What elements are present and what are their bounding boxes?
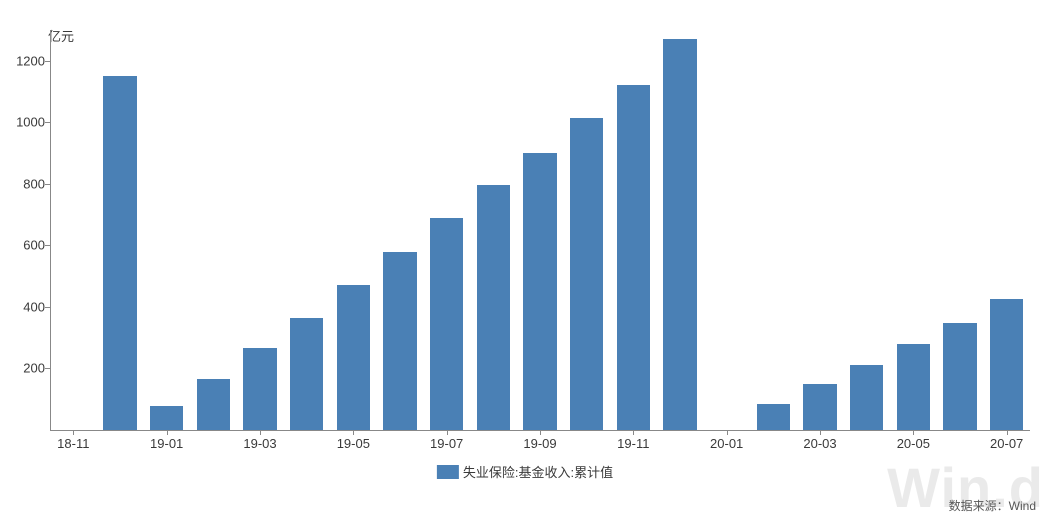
bar xyxy=(103,76,137,430)
x-tick-label: 19-05 xyxy=(337,436,370,451)
y-tick-label: 400 xyxy=(23,299,45,314)
y-tick-label: 1000 xyxy=(16,115,45,130)
bar xyxy=(617,85,651,430)
bar xyxy=(150,406,184,430)
bar xyxy=(663,39,697,430)
bar xyxy=(570,118,604,430)
bar xyxy=(477,185,511,430)
x-tick-label: 20-03 xyxy=(803,436,836,451)
bar xyxy=(850,365,884,430)
bar-chart: Win.d 亿元 20040060080010001200 18-1119-01… xyxy=(0,0,1050,520)
x-tick-label: 19-11 xyxy=(617,436,649,451)
x-tick-label: 19-03 xyxy=(243,436,276,451)
plot-area xyxy=(50,30,1030,430)
bar xyxy=(803,384,837,430)
legend-swatch xyxy=(437,465,459,479)
bar xyxy=(243,348,277,430)
bar xyxy=(523,153,557,430)
bar xyxy=(990,299,1024,430)
bar xyxy=(337,285,371,430)
legend-label: 失业保险:基金收入:累计值 xyxy=(463,462,613,481)
x-tick-label: 18-11 xyxy=(57,436,89,451)
x-axis-line xyxy=(50,430,1030,431)
x-tick-label: 19-07 xyxy=(430,436,463,451)
y-tick-label: 1200 xyxy=(16,53,45,68)
x-tick-label: 20-07 xyxy=(990,436,1023,451)
y-tick-label: 200 xyxy=(23,361,45,376)
bar xyxy=(897,344,931,430)
bar xyxy=(383,252,417,430)
x-tick-label: 20-05 xyxy=(897,436,930,451)
y-tick-label: 600 xyxy=(23,238,45,253)
bar xyxy=(197,379,231,430)
bar xyxy=(943,323,977,430)
x-tick-label: 19-09 xyxy=(523,436,556,451)
x-tick-label: 20-01 xyxy=(710,436,743,451)
legend: 失业保险:基金收入:累计值 xyxy=(437,462,613,481)
bar xyxy=(430,218,464,430)
bar xyxy=(290,318,324,430)
x-tick-label: 19-01 xyxy=(150,436,183,451)
bar xyxy=(757,404,791,430)
data-source-label: 数据来源：Wind xyxy=(949,497,1036,514)
y-tick-label: 800 xyxy=(23,176,45,191)
